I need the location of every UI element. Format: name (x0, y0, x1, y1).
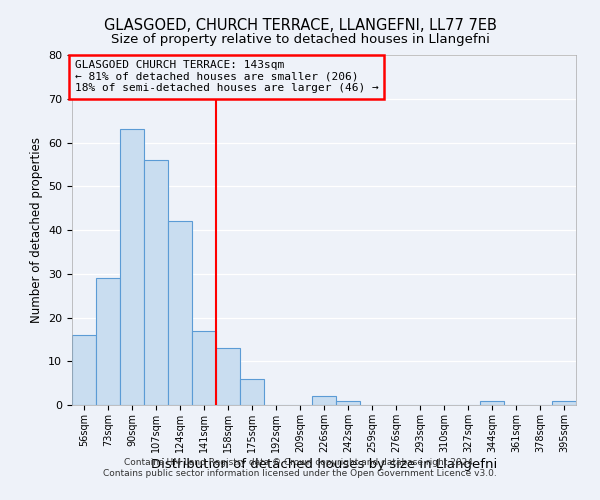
Bar (216, 348, 240, 405)
Text: GLASGOED, CHURCH TERRACE, LLANGEFNI, LL77 7EB: GLASGOED, CHURCH TERRACE, LLANGEFNI, LL7… (104, 18, 496, 32)
Bar (120, 130, 144, 405)
Bar (480, 400, 504, 405)
X-axis label: Distribution of detached houses by size in Llangefni: Distribution of detached houses by size … (151, 458, 497, 470)
Y-axis label: Number of detached properties: Number of detached properties (29, 137, 43, 323)
Bar (192, 330, 216, 405)
Bar (240, 379, 264, 405)
Text: GLASGOED CHURCH TERRACE: 143sqm
← 81% of detached houses are smaller (206)
18% o: GLASGOED CHURCH TERRACE: 143sqm ← 81% of… (74, 60, 378, 94)
Bar (336, 400, 360, 405)
Bar (552, 400, 576, 405)
Bar (96, 278, 120, 405)
Bar (168, 221, 192, 405)
Bar (144, 160, 168, 405)
Bar (312, 396, 336, 405)
Text: Size of property relative to detached houses in Llangefni: Size of property relative to detached ho… (110, 32, 490, 46)
Bar (72, 335, 96, 405)
Text: Contains HM Land Registry data © Crown copyright and database right 2024.
Contai: Contains HM Land Registry data © Crown c… (103, 458, 497, 477)
